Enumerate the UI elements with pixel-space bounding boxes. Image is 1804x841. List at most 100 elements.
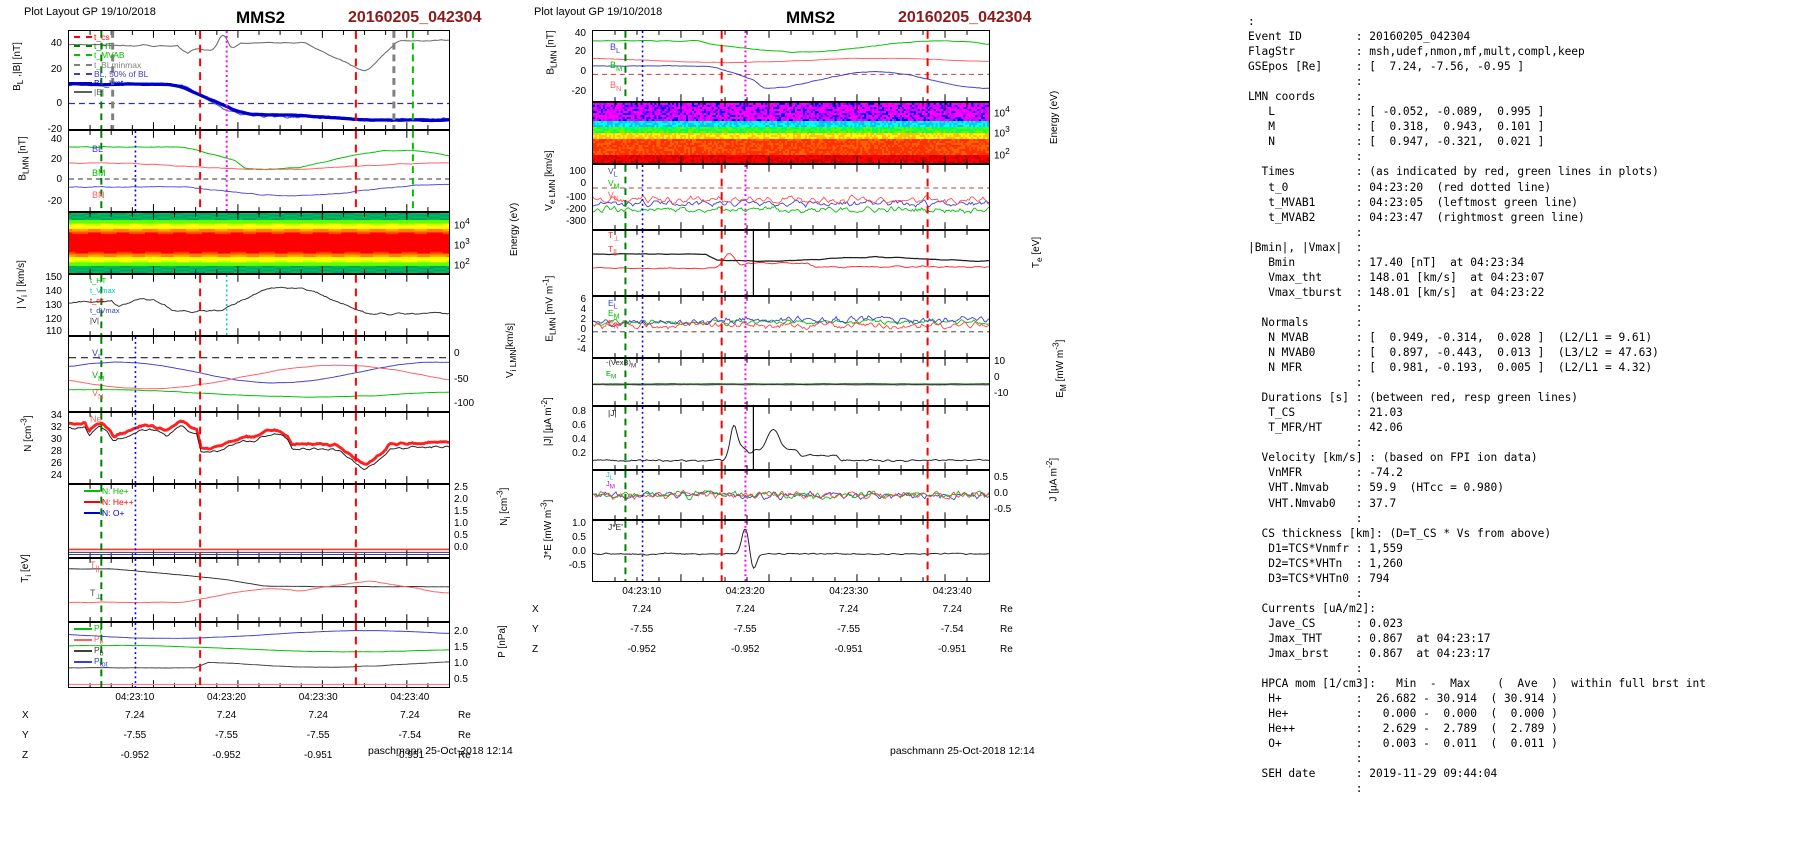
legend-label-2: t_MVAB [94,50,125,61]
info-line-11: t_0 : 04:23:20 (red dotted line) [1248,180,1552,194]
legend-left-Vi-1: t_Vmax [90,286,116,295]
info-line-6: L : [ -0.052, -0.089, 0.995 ] [1248,105,1545,119]
xtick-mid-2: 04:23:30 [829,586,869,597]
legend-label-6: |B| [94,87,105,98]
info-line-33: : [1248,511,1363,525]
ytick-mid-VeLMN-1: 0 [580,178,586,189]
coord-left-value-0-1: 7.24 [216,710,237,721]
legend-mid-EM-1: EM [606,369,617,381]
ylabel-left-BL: BL ,|B| [nT] [11,42,25,91]
info-line-50: SEH date : 2019-11-29 09:44:04 [1248,767,1498,781]
info-line-49: : [1248,752,1363,766]
footer-credit-mid: paschmann 25-Oct-2018 12:14 [890,745,1035,757]
ytick-mid-VeLMN-3: -200 [565,204,586,215]
coord-mid-value-1-3: -7.54 [940,624,964,635]
panel-left-Vi-mag [68,274,450,336]
ylabel-left-N: N [cm-3] [18,415,34,452]
panel-mid-EM-VexB [592,358,990,406]
panel-left-density [68,412,450,484]
info-line-23: N MFR : [ 0.981, -0.193, 0.005 ] (L2/L1 … [1248,361,1653,375]
legend-left-Vi-0: t_HT [90,276,107,285]
coord-mid-value-1-1: -7.55 [733,624,757,635]
coord-left-label-1: Y [22,730,29,741]
info-line-30: VnMFR : -74.2 [1248,466,1403,480]
legend-label-Ni-2: N: O+ [102,508,125,518]
legend-swatch-5 [74,82,92,84]
legend-label-5: BL_brst [94,78,124,88]
legend-left-Ni-2: N: O+ [84,508,124,518]
ylabel-mid-EM: EM [mW m-3] [1050,339,1068,398]
coord-mid-value-2-3: -0.951 [938,644,967,655]
legend-mid-JLMN-1: JM [606,479,615,491]
event-id-mid: 20160205_042304 [898,9,1032,26]
ytick-left-N-0: 34 [50,410,62,421]
legend-line-P-1 [74,639,92,642]
legend-dot-1 [84,501,100,503]
legend-left-N-Ne: Ne [90,414,102,424]
ytick-left-N-5: 24 [50,470,62,481]
ytick-left-P-3: 0.5 [454,674,468,685]
legend-left-Vi-2: t_cs [90,296,104,305]
info-line-38: : [1248,586,1363,600]
coord-mid-value-2-0: -0.952 [627,644,656,655]
legend-left-BLMN-2: BN [92,190,105,200]
ylabel-left-Ni: Ni [cm-3] [494,487,512,526]
legend-swatch-3 [74,63,92,66]
coord-left-value-1-0: -7.55 [123,730,147,741]
legend-left-P-3: Ptot [74,656,108,669]
info-line-21: N MVAB : [ 0.949, -0.314, 0.028 ] (L2/L1… [1248,330,1653,344]
coord-left-value-1-3: -7.54 [398,730,422,741]
legend-mid-VeLMN-1: VM [608,178,620,191]
coord-mid-value-2-2: -0.951 [834,644,863,655]
ytick-mid-BLMN-3: -20 [571,86,586,97]
legend-label-3: t_BLminmax [94,59,142,70]
info-line-35: D1=TCS*Vnmfr : 1,559 [1248,541,1403,555]
panel-left-ion-species [68,484,450,558]
legend-label-1: t_HT [94,41,113,52]
legend-left-BL-6: |B| [74,87,104,97]
info-line-29: Velocity [km/s] : (based on FPI ion data… [1248,451,1538,465]
ytick-left-BLMN-1: 20 [50,154,62,165]
ytick-left-ViLMN-1: -50 [454,374,469,385]
ytick-mid-energy-0: 104 [994,104,1010,120]
legend-mid-EM-0: -(VexB)M [606,358,637,370]
legend-dot-0 [84,490,100,492]
coord-left-value-2-2: -0.951 [304,750,333,761]
legend-swatch-6 [74,91,92,94]
info-line-15: |Bmin|, |Vmax| : [1248,240,1363,254]
info-line-26: T_CS : 21.03 [1248,406,1403,420]
panel-mid-spectrogram [592,102,990,164]
info-line-4: : [1248,75,1363,89]
coord-left-label-2: Z [22,750,29,761]
ylabel-mid-JLMN: J [µA m-2] [1044,457,1060,502]
legend-left-P-1: Pe [74,634,104,647]
legend-left-BL-3: t_BLminmax [74,60,141,70]
coord-mid-value-1-0: -7.55 [630,624,654,635]
legend-mid-BLMN-1: BM [610,60,623,73]
info-line-0: : [1248,15,1255,28]
spacecraft-title-left: MMS2 [236,8,286,27]
coord-mid-value-0-1: 7.24 [735,604,755,615]
ytick-mid-JE-3: -0.5 [568,560,586,571]
legend-swatch-2 [74,54,92,57]
ytick-mid-EM-2: -10 [994,388,1009,399]
spacecraft-title-mid: MMS2 [786,8,836,27]
legend-line-P-0 [74,628,92,631]
info-line-27: T_MFR/HT : 42.06 [1248,421,1403,435]
legend-label-4: BL, 50% of BL [94,68,149,79]
panel-mid-J-mag [592,406,990,470]
ylabel-left-P: P [nPa] [496,625,508,658]
ylabel-mid-JE: J*E [mW m-3] [538,499,554,560]
ytick-mid-J-1: 0.6 [572,420,586,431]
info-line-42: Jmax_brst : 0.867 at 04:23:17 [1248,646,1491,660]
ylabel-mid-energy: Energy (eV) [1049,90,1061,145]
info-line-3: GSEpos [Re] : [ 7.24, -7.56, -0.95 ] [1248,60,1525,74]
coord-mid-unit-2: Re [1000,644,1013,655]
ytick-mid-JE-0: 1.0 [572,518,586,529]
legend-mid-ELMN-0: EL [608,298,618,311]
xtick-left-0: 04:23:10 [115,692,155,703]
info-line-1: Event ID : 20160205_042304 [1248,30,1471,44]
ytick-mid-J-0: 0.8 [572,406,586,417]
coord-mid-unit-0: Re [1000,604,1013,615]
info-line-5: LMN coords : [1248,90,1363,104]
